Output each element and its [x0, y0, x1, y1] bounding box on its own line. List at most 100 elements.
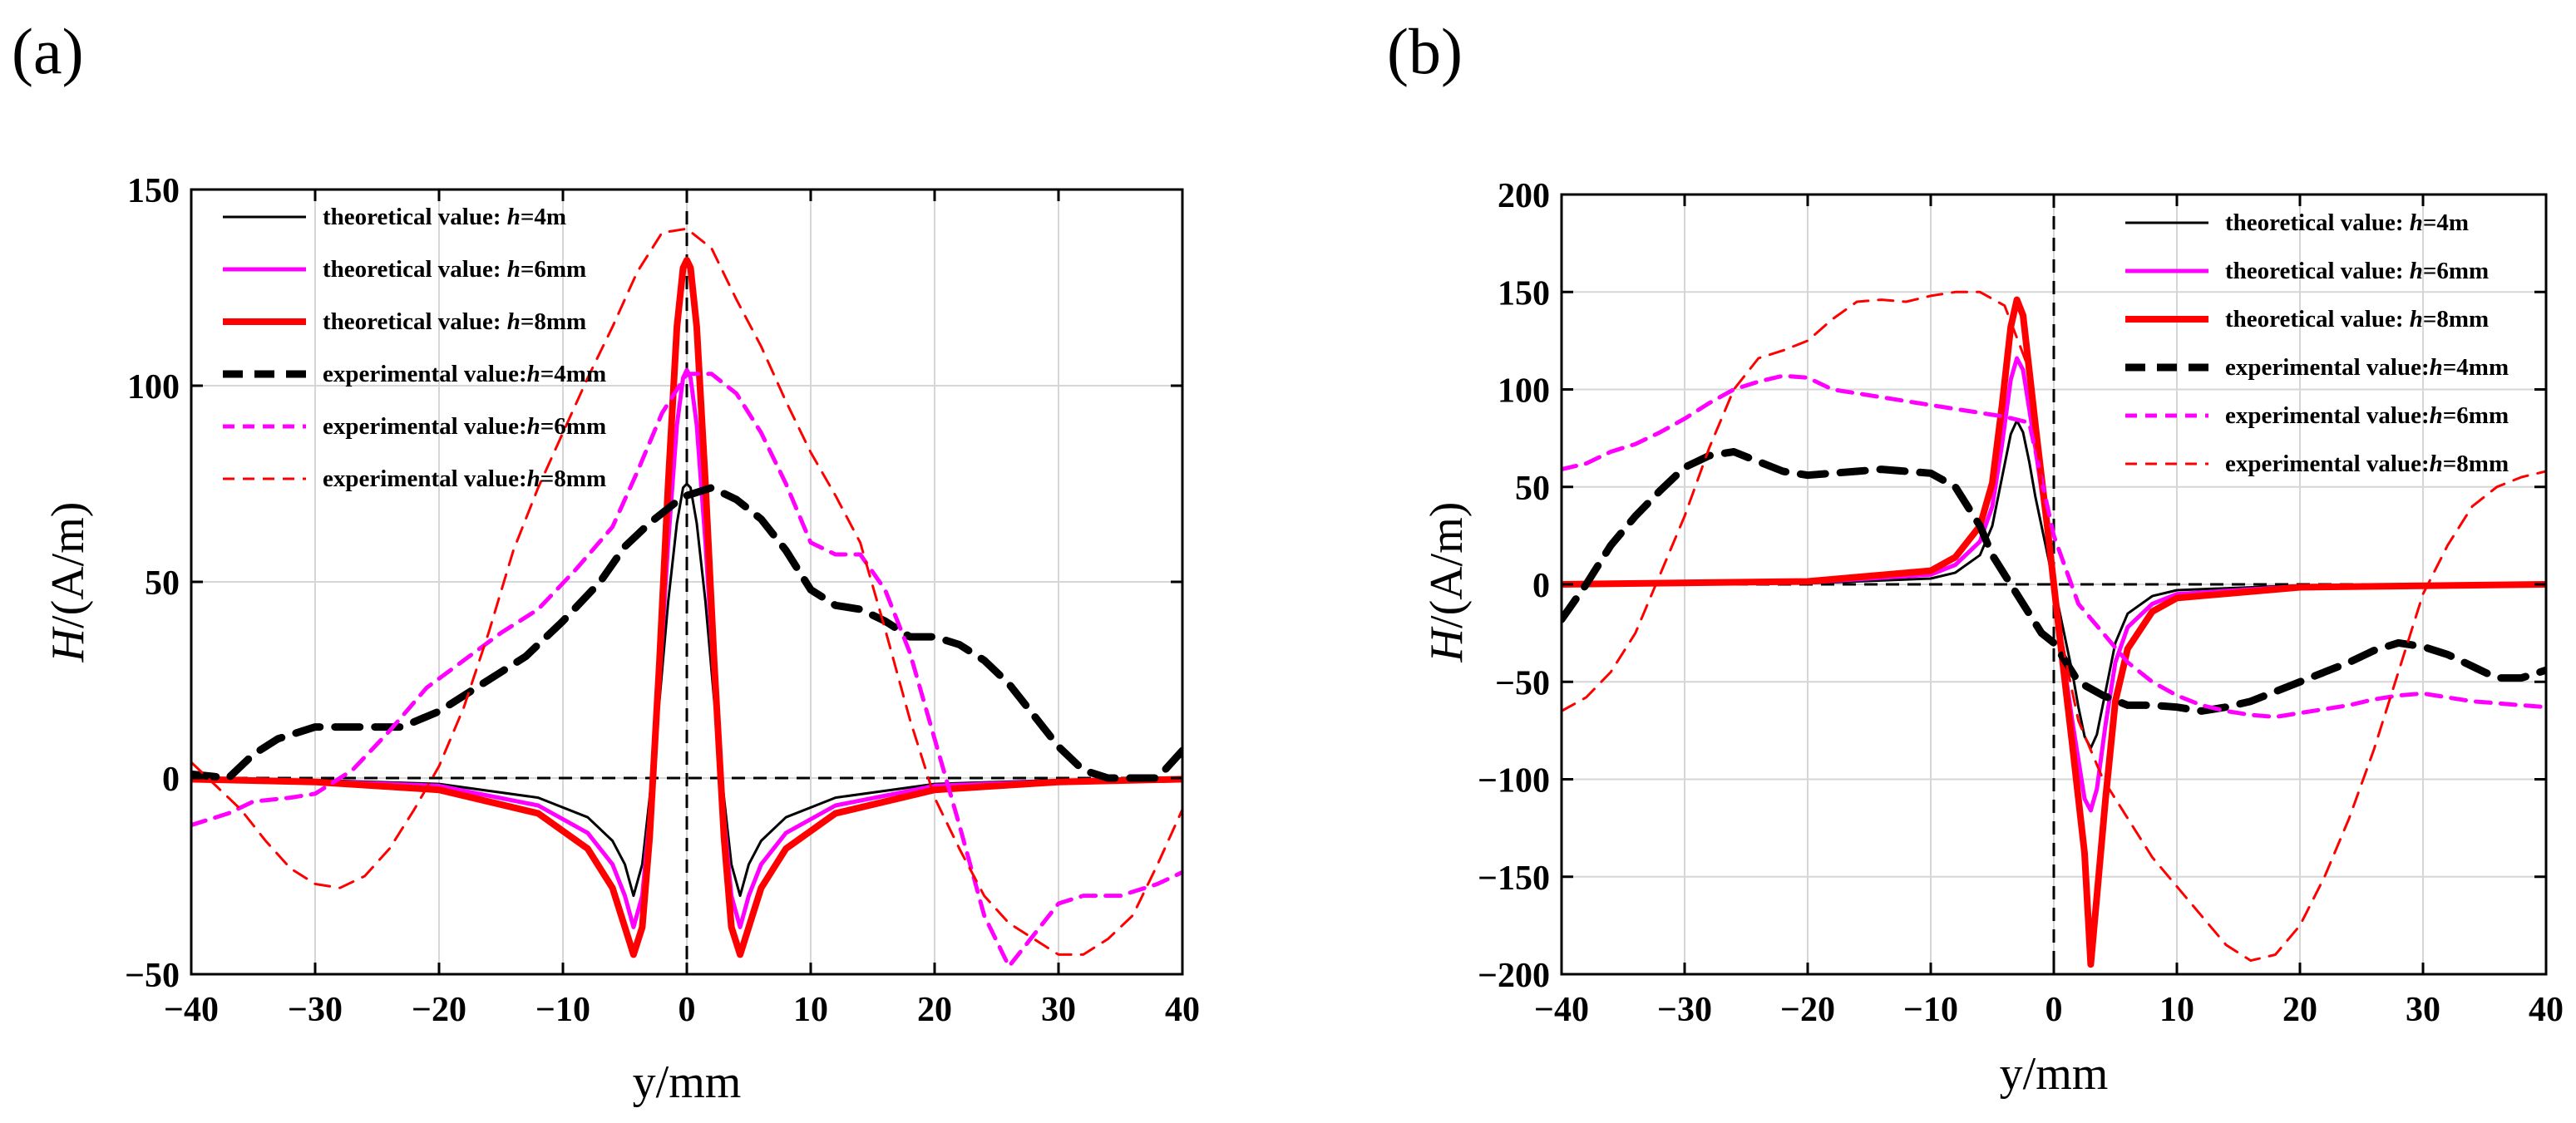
legend-entry-2: theoretical value: h=8mm [2225, 306, 2489, 332]
legend-entry-0: theoretical value: h=4m [323, 204, 566, 230]
x-tick-label: −30 [1657, 991, 1712, 1029]
legend-entry-3: experimental value:h=4mm [2225, 354, 2509, 381]
legend-prefix: theoretical value: [2225, 258, 2410, 284]
panel-label: (b) [1387, 15, 1463, 87]
legend-entry-5: experimental value:h=8mm [2225, 451, 2509, 477]
y-axis-title-var: H [42, 626, 94, 662]
legend-entry-1: theoretical value: h=6mm [2225, 258, 2489, 284]
x-tick-label: 10 [793, 991, 828, 1029]
x-tick-label: 0 [679, 991, 696, 1029]
legend-suffix: =8mm [540, 465, 606, 492]
chart-panel-0: (a) −40 −30 −20 −10 0 10 20 30 40 −50 0 50 100 150 y/mm… [12, 15, 1200, 1108]
legend-var: h [507, 308, 521, 335]
y-axis-title: H/(A/m) [1421, 502, 1473, 663]
legend-var: h [2430, 354, 2443, 381]
x-tick-label: 30 [1041, 991, 1076, 1029]
legend-var: h [2410, 209, 2423, 236]
y-tick-label: 100 [127, 368, 180, 406]
legend-var: h [527, 413, 540, 440]
legend-suffix: =6mm [2443, 402, 2509, 429]
y-tick-label: 150 [1498, 274, 1550, 313]
panel-label: (a) [12, 15, 84, 87]
x-tick-label: −20 [412, 991, 466, 1029]
legend-entry-4: experimental value:h=6mm [323, 413, 606, 440]
legend-suffix: =8mm [2423, 306, 2489, 332]
x-tick-label: 0 [2046, 991, 2063, 1029]
series-line-1 [191, 367, 1182, 929]
legend-entry-0: theoretical value: h=4m [2225, 209, 2469, 236]
legend-var: h [2410, 306, 2423, 332]
x-tick-label: −20 [1780, 991, 1835, 1029]
legend-suffix: =4mm [540, 361, 606, 387]
legend-prefix: theoretical value: [2225, 209, 2410, 236]
legend-var: h [527, 465, 540, 492]
legend-prefix: experimental value: [2225, 354, 2430, 381]
y-axis-title-var: H [1421, 626, 1473, 662]
legend-entry-2: theoretical value: h=8mm [323, 308, 586, 335]
series-line-5 [191, 227, 1182, 956]
legend-prefix: experimental value: [323, 465, 527, 492]
series-line-0 [191, 482, 1182, 898]
y-tick-label: 50 [145, 564, 180, 603]
series-line-2 [191, 257, 1182, 958]
legend-prefix: experimental value: [2225, 402, 2430, 429]
y-axis-title-unit: /(A/m) [42, 502, 94, 628]
y-axis-title-unit: /(A/m) [1421, 502, 1473, 628]
x-tick-label: 20 [2282, 991, 2317, 1029]
y-tick-label: −100 [1478, 762, 1550, 800]
x-tick-label: 10 [2159, 991, 2194, 1029]
legend-suffix: =8mm [521, 308, 586, 335]
x-tick-label: −40 [164, 991, 219, 1029]
legend-prefix: theoretical value: [323, 204, 507, 230]
legend-var: h [2430, 451, 2443, 477]
legend-prefix: theoretical value: [323, 308, 507, 335]
series-lines [191, 227, 1182, 969]
y-tick-label: 150 [127, 172, 180, 210]
y-tick-label: −200 [1478, 957, 1550, 995]
legend-var: h [507, 204, 521, 230]
series-line-3 [1562, 448, 2546, 715]
x-axis-title: y/mm [2000, 1048, 2109, 1100]
x-tick-label: −10 [1903, 991, 1958, 1029]
y-tick-label: 200 [1498, 177, 1550, 215]
legend-suffix: =4m [2423, 209, 2469, 236]
x-tick-label: −40 [1534, 991, 1589, 1029]
legend-entry-5: experimental value:h=8mm [323, 465, 606, 492]
y-axis-title: H/(A/m) [42, 502, 94, 663]
y-tick-label: 0 [1532, 567, 1550, 605]
series-lines [1562, 290, 2546, 968]
y-tick-label: −150 [1478, 859, 1550, 898]
series-line-4 [191, 372, 1182, 969]
legend-prefix: experimental value: [323, 361, 527, 387]
y-tick-label: −50 [125, 957, 180, 995]
legend-suffix: =6mm [540, 413, 606, 440]
y-tick-label: −50 [1495, 664, 1550, 702]
legend-suffix: =4mm [2443, 354, 2509, 381]
legend-entry-4: experimental value:h=6mm [2225, 402, 2509, 429]
x-tick-label: −10 [535, 991, 590, 1029]
legend-var: h [507, 256, 521, 283]
legend-entry-1: theoretical value: h=6mm [323, 256, 586, 283]
chart-panel-1: (b)−40 −30 −20 −10 0 10 20 30 40−200−150−100−500… [1387, 15, 2564, 1100]
y-tick-label: 0 [162, 761, 180, 799]
y-tick-label: 100 [1498, 372, 1550, 411]
legend-var: h [2430, 402, 2443, 429]
x-tick-label: 20 [917, 991, 952, 1029]
x-tick-label: 40 [1165, 991, 1200, 1029]
series-line-5 [1562, 290, 2546, 963]
x-axis-title: y/mm [633, 1057, 742, 1108]
legend-prefix: theoretical value: [2225, 306, 2410, 332]
legend-suffix: =8mm [2443, 451, 2509, 477]
x-tick-label: 30 [2406, 991, 2440, 1029]
legend-prefix: experimental value: [2225, 451, 2430, 477]
legend-var: h [2410, 258, 2423, 284]
legend-prefix: theoretical value: [323, 256, 507, 283]
legend-entry-3: experimental value:h=4mm [323, 361, 606, 387]
legend-prefix: experimental value: [323, 413, 527, 440]
legend-var: h [527, 361, 540, 387]
x-tick-label: −30 [288, 991, 343, 1029]
legend-suffix: =6mm [521, 256, 586, 283]
